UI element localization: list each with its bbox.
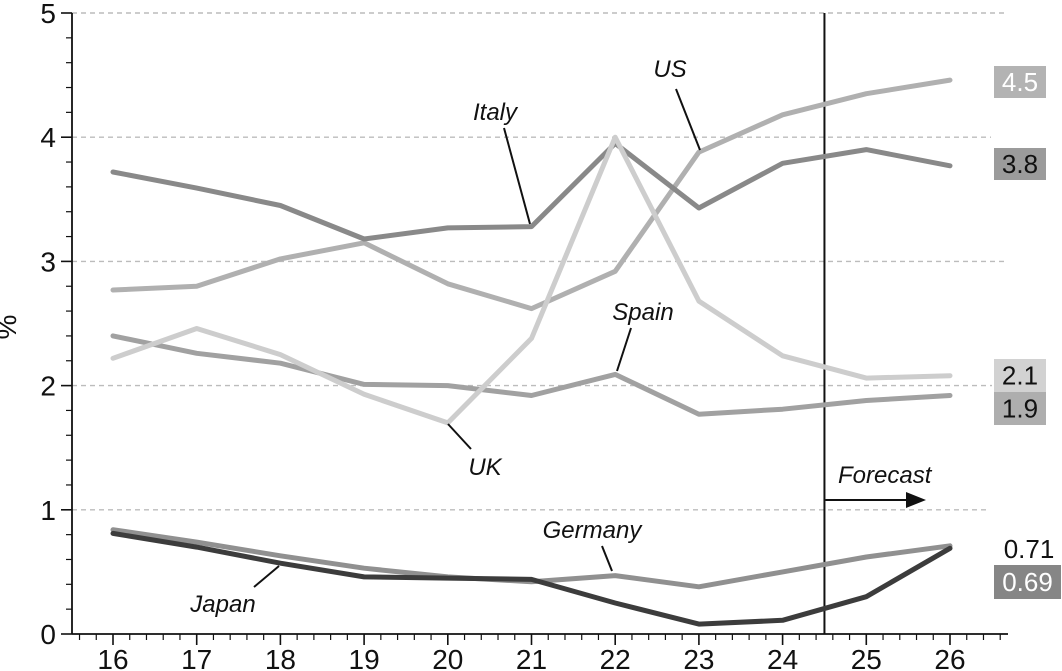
x-tick-label-26: 26 [934, 644, 965, 671]
y-tick-label-0: 0 [40, 619, 56, 650]
end-label-box-spain [994, 392, 1046, 425]
callout-line-uk [447, 423, 472, 450]
y-tick-label-3: 3 [40, 246, 56, 277]
end-label-germany: 0.71 [1004, 534, 1055, 564]
callout-line-germany [601, 545, 613, 572]
x-tick-label-23: 23 [683, 644, 714, 671]
callout-line-us [675, 88, 701, 151]
line-us [110, 77, 953, 312]
line-italy [110, 140, 953, 242]
series-label-japan: Japan [189, 591, 255, 618]
x-tick-label-17: 17 [181, 644, 212, 671]
y-tick-label-4: 4 [40, 122, 56, 153]
end-label-box-japan [994, 565, 1061, 599]
series-label-us: US [653, 56, 686, 83]
end-label-uk: 2.1 [1002, 361, 1038, 391]
forecast-arrow-head [906, 492, 926, 508]
end-label-us: 4.5 [1002, 67, 1038, 97]
forecast-label: Forecast [838, 462, 933, 489]
end-label-box-uk [994, 359, 1046, 392]
series-label-italy: Italy [473, 99, 519, 126]
line-spain [110, 333, 953, 417]
y-tick-label-5: 5 [40, 0, 56, 29]
end-label-spain: 1.9 [1002, 394, 1038, 424]
series-label-spain: Spain [612, 299, 673, 326]
callout-line-japan [253, 565, 280, 588]
x-tick-label-19: 19 [349, 644, 380, 671]
callout-line-italy [503, 127, 531, 225]
end-label-box-us [994, 66, 1046, 98]
line-uk [110, 134, 953, 426]
series-label-germany: Germany [543, 517, 644, 544]
end-label-box-italy [994, 148, 1046, 180]
y-axis-title: % [0, 315, 22, 340]
x-tick-label-24: 24 [767, 644, 798, 671]
x-tick-label-21: 21 [516, 644, 547, 671]
line-japan [110, 530, 953, 627]
y-tick-label-2: 2 [40, 371, 56, 402]
x-tick-label-16: 16 [97, 644, 128, 671]
x-tick-label-25: 25 [851, 644, 882, 671]
end-label-italy: 3.8 [1002, 149, 1038, 179]
series-label-uk: UK [468, 454, 502, 481]
y-tick-label-1: 1 [40, 495, 56, 526]
end-label-japan: 0.69 [1002, 567, 1053, 597]
x-tick-label-20: 20 [432, 644, 463, 671]
x-tick-label-22: 22 [600, 644, 631, 671]
callout-line-spain [616, 327, 632, 372]
x-tick-label-18: 18 [265, 644, 296, 671]
chart-generated-layer: 16 17 18 19 20 21 22 23 24 25 26012345SpainUSItaly… [40, 0, 1061, 671]
